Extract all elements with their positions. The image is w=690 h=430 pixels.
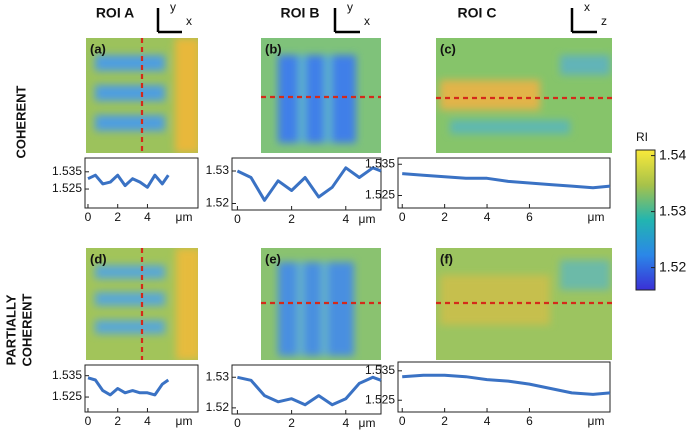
profile-line [236,166,382,202]
colorbar-label: RI [636,130,648,144]
profile-line-marker [140,38,612,360]
x-tick-label: 0 [85,414,92,428]
x-tick-label: 0 [85,210,92,224]
x-tick-label: 6 [526,210,533,224]
colorbar-tick-label: 1.54 [659,146,686,162]
column-title: ROI C [458,5,497,21]
colorbar [635,149,656,291]
x-tick-label: 2 [288,416,295,430]
plot-frame [84,157,199,209]
axis-glyph-label: z [601,14,607,28]
profile-line [237,375,382,407]
x-tick-label: 4 [342,416,349,430]
panel-label: (f) [440,251,453,266]
x-unit-label: μm [359,212,376,226]
y-tick-label: 1.535 [365,363,395,377]
x-tick-label: 4 [342,212,349,226]
axis-glyph-label: x [364,14,370,28]
y-tick-label: 1.525 [52,181,82,195]
x-unit-label: μm [588,210,605,224]
x-tick-label: 0 [399,210,406,224]
column-title: ROI A [96,5,134,21]
axis-glyph-label: x [584,0,590,14]
x-tick-label: 4 [484,210,491,224]
y-tick-label: 1.52 [206,400,230,414]
panel-label: (e) [265,251,281,266]
y-tick-label: 1.525 [365,392,395,406]
x-tick-label: 2 [114,210,121,224]
x-tick-label: 2 [288,212,295,226]
y-tick-label: 1.52 [206,196,230,210]
colorbar-tick-label: 1.52 [659,258,686,274]
panel-label: (b) [265,41,282,56]
x-tick-label: 0 [234,416,241,430]
x-tick-label: 4 [484,414,491,428]
x-tick-label: 2 [114,414,121,428]
plot-frame [84,364,199,413]
x-tick-label: 0 [234,212,241,226]
axis-glyph-label: y [170,0,176,14]
panel-label: (c) [440,41,456,56]
axis-glyph-label: y [347,0,353,14]
row-label: COHERENT [13,85,28,158]
colorbar-tick-label: 1.53 [659,202,686,218]
x-unit-label: μm [359,416,376,430]
profile-line [87,376,170,397]
x-tick-label: 2 [441,210,448,224]
x-tick-label: 4 [144,414,151,428]
profile-line [402,172,611,190]
plot-frame [231,364,382,415]
plot-frame [231,157,382,211]
profile-line [402,373,611,396]
panel-label: (a) [90,41,106,56]
x-unit-label: μm [176,210,193,224]
column-title: ROI B [281,5,320,21]
y-tick-label: 1.535 [52,368,82,382]
x-tick-label: 4 [144,210,151,224]
x-tick-label: 0 [399,414,406,428]
panel-label: (d) [90,251,107,266]
row-label: COHERENT [19,293,34,366]
x-tick-label: 2 [441,414,448,428]
y-tick-label: 1.53 [206,163,230,177]
x-unit-label: μm [176,414,193,428]
y-tick-label: 1.525 [52,389,82,403]
plot-frame [397,361,611,413]
row-label: PARTIALLY [3,294,18,365]
profile-line [87,173,170,189]
y-tick-label: 1.535 [365,156,395,170]
plot-frame [397,157,611,209]
x-tick-label: 6 [526,414,533,428]
y-tick-label: 1.525 [365,188,395,202]
y-tick-label: 1.53 [206,369,230,383]
axis-glyph [156,8,597,34]
y-tick-label: 1.535 [52,164,82,178]
x-unit-label: μm [588,414,605,428]
axis-glyph-label: x [186,14,192,28]
heatmap [86,38,612,360]
